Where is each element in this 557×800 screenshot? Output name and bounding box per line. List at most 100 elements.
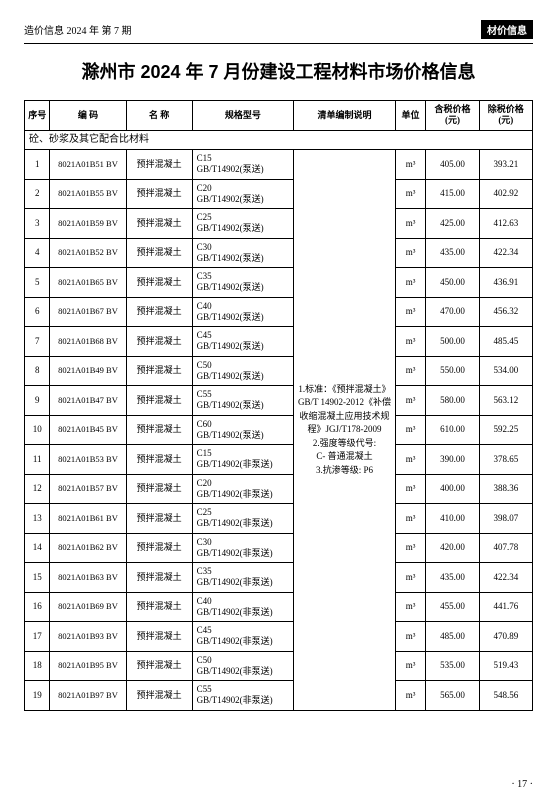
table-row: 48021A01B52 BV预拌混凝土C30GB/T14902(泵送)m³435… (25, 238, 533, 268)
cell-spec: C40GB/T14902(泵送) (192, 297, 294, 327)
cell-name: 预拌混凝土 (126, 386, 192, 416)
cell-seq: 14 (25, 533, 50, 563)
cell-seq: 15 (25, 563, 50, 593)
cell-name: 预拌混凝土 (126, 268, 192, 298)
col-name: 名 称 (126, 101, 192, 131)
cell-spec: C25GB/T14902(泵送) (192, 209, 294, 239)
cell-seq: 5 (25, 268, 50, 298)
table-header-row: 序号 编 码 名 称 规格型号 清单编制说明 单位 含税价格(元) 除税价格(元… (25, 101, 533, 131)
cell-name: 预拌混凝土 (126, 474, 192, 504)
cell-price-notax: 393.21 (479, 150, 532, 180)
cell-code: 8021A01B53 BV (50, 445, 126, 475)
page-number: · 17 · (511, 779, 533, 790)
cell-price-tax: 610.00 (426, 415, 479, 445)
cell-price-notax: 407.78 (479, 533, 532, 563)
cell-name: 预拌混凝土 (126, 445, 192, 475)
cell-seq: 18 (25, 651, 50, 681)
cell-price-notax: 422.34 (479, 238, 532, 268)
cell-spec: C20GB/T14902(泵送) (192, 179, 294, 209)
cell-seq: 16 (25, 592, 50, 622)
cell-spec: C15GB/T14902(泵送) (192, 150, 294, 180)
table-row: 138021A01B61 BV预拌混凝土C25GB/T14902(非泵送)m³4… (25, 504, 533, 534)
cell-code: 8021A01B52 BV (50, 238, 126, 268)
cell-seq: 12 (25, 474, 50, 504)
cell-code: 8021A01B59 BV (50, 209, 126, 239)
table-row: 88021A01B49 BV预拌混凝土C50GB/T14902(泵送)m³550… (25, 356, 533, 386)
table-row: 178021A01B93 BV预拌混凝土C45GB/T14902(非泵送)m³4… (25, 622, 533, 652)
cell-price-tax: 550.00 (426, 356, 479, 386)
table-row: 118021A01B53 BV预拌混凝土C15GB/T14902(非泵送)m³3… (25, 445, 533, 475)
cell-price-tax: 400.00 (426, 474, 479, 504)
cell-seq: 2 (25, 179, 50, 209)
cell-name: 预拌混凝土 (126, 533, 192, 563)
table-row: 168021A01B69 BV预拌混凝土C40GB/T14902(非泵送)m³4… (25, 592, 533, 622)
cell-price-tax: 580.00 (426, 386, 479, 416)
col-seq: 序号 (25, 101, 50, 131)
cell-name: 预拌混凝土 (126, 651, 192, 681)
table-row: 98021A01B47 BV预拌混凝土C55GB/T14902(泵送)m³580… (25, 386, 533, 416)
cell-code: 8021A01B49 BV (50, 356, 126, 386)
cell-price-tax: 435.00 (426, 563, 479, 593)
col-note: 清单编制说明 (294, 101, 396, 131)
cell-spec: C55GB/T14902(泵送) (192, 386, 294, 416)
cell-unit: m³ (395, 651, 425, 681)
cell-spec: C60GB/T14902(泵送) (192, 415, 294, 445)
cell-code: 8021A01B97 BV (50, 681, 126, 711)
cell-price-tax: 405.00 (426, 150, 479, 180)
cell-code: 8021A01B47 BV (50, 386, 126, 416)
cell-code: 8021A01B61 BV (50, 504, 126, 534)
cell-unit: m³ (395, 592, 425, 622)
cell-price-notax: 388.36 (479, 474, 532, 504)
table-row: 38021A01B59 BV预拌混凝土C25GB/T14902(泵送)m³425… (25, 209, 533, 239)
cell-spec: C50GB/T14902(非泵送) (192, 651, 294, 681)
col-p1: 含税价格(元) (426, 101, 479, 131)
cell-unit: m³ (395, 415, 425, 445)
cell-unit: m³ (395, 327, 425, 357)
table-row: 58021A01B65 BV预拌混凝土C35GB/T14902(泵送)m³450… (25, 268, 533, 298)
cell-name: 预拌混凝土 (126, 356, 192, 386)
cell-name: 预拌混凝土 (126, 297, 192, 327)
section-label: 砼、砂浆及其它配合比材料 (25, 130, 533, 150)
cell-price-tax: 565.00 (426, 681, 479, 711)
price-table: 序号 编 码 名 称 规格型号 清单编制说明 单位 含税价格(元) 除税价格(元… (24, 100, 533, 711)
cell-unit: m³ (395, 622, 425, 652)
cell-code: 8021A01B51 BV (50, 150, 126, 180)
cell-name: 预拌混凝土 (126, 681, 192, 711)
section-row: 砼、砂浆及其它配合比材料 (25, 130, 533, 150)
cell-spec: C35GB/T14902(泵送) (192, 268, 294, 298)
cell-spec: C45GB/T14902(非泵送) (192, 622, 294, 652)
header-right-badge: 材价信息 (481, 20, 533, 39)
cell-seq: 17 (25, 622, 50, 652)
cell-unit: m³ (395, 356, 425, 386)
cell-price-notax: 441.76 (479, 592, 532, 622)
cell-seq: 10 (25, 415, 50, 445)
table-row: 128021A01B57 BV预拌混凝土C20GB/T14902(非泵送)m³4… (25, 474, 533, 504)
cell-spec: C25GB/T14902(非泵送) (192, 504, 294, 534)
cell-code: 8021A01B67 BV (50, 297, 126, 327)
cell-unit: m³ (395, 209, 425, 239)
cell-seq: 8 (25, 356, 50, 386)
page-header: 造价信息 2024 年 第 7 期 材价信息 (24, 20, 533, 39)
col-p2: 除税价格(元) (479, 101, 532, 131)
cell-unit: m³ (395, 150, 425, 180)
cell-price-notax: 412.63 (479, 209, 532, 239)
cell-price-tax: 410.00 (426, 504, 479, 534)
cell-code: 8021A01B65 BV (50, 268, 126, 298)
cell-name: 预拌混凝土 (126, 592, 192, 622)
cell-price-tax: 455.00 (426, 592, 479, 622)
col-unit: 单位 (395, 101, 425, 131)
cell-spec: C15GB/T14902(非泵送) (192, 445, 294, 475)
cell-unit: m³ (395, 297, 425, 327)
cell-code: 8021A01B95 BV (50, 651, 126, 681)
cell-unit: m³ (395, 563, 425, 593)
cell-unit: m³ (395, 179, 425, 209)
cell-price-notax: 548.56 (479, 681, 532, 711)
cell-code: 8021A01B68 BV (50, 327, 126, 357)
cell-price-tax: 390.00 (426, 445, 479, 475)
cell-name: 预拌混凝土 (126, 622, 192, 652)
header-rule (24, 43, 533, 44)
cell-seq: 6 (25, 297, 50, 327)
cell-code: 8021A01B55 BV (50, 179, 126, 209)
cell-spec: C55GB/T14902(非泵送) (192, 681, 294, 711)
table-row: 148021A01B62 BV预拌混凝土C30GB/T14902(非泵送)m³4… (25, 533, 533, 563)
